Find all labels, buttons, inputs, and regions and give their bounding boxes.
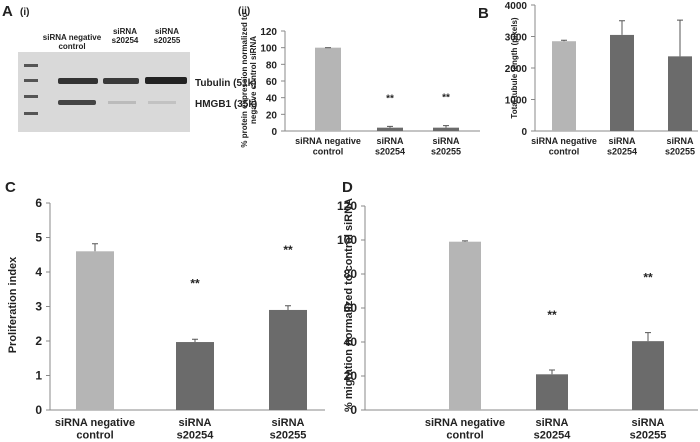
y-tick-label: 3 [35, 300, 42, 314]
error-bar [92, 243, 98, 252]
lane-label: siRNA s20254 [112, 27, 139, 45]
y-tick-label: 4 [35, 265, 42, 279]
y-tick-label: 20 [344, 369, 358, 383]
y-tick-label: 2 [35, 334, 42, 348]
y-tick-label: 120 [260, 27, 277, 38]
bar [377, 127, 403, 131]
y-tick-label: 0 [35, 403, 42, 417]
bar [269, 309, 307, 410]
y-tick-label: 100 [260, 44, 277, 55]
bar [433, 127, 459, 131]
bar [536, 374, 568, 410]
bar [668, 56, 692, 131]
x-tick-label: siRNA s20254 [534, 417, 572, 442]
significance: ** [442, 93, 450, 104]
y-axis-label: Proliferation index [7, 256, 19, 353]
y-tick-label: 100 [337, 233, 357, 247]
y-tick-label: 4000 [505, 1, 528, 12]
bar [449, 241, 481, 410]
x-tick-label: siRNA s20255 [270, 417, 307, 442]
x-tick-label: siRNA s20254 [607, 136, 637, 156]
bar [552, 41, 576, 131]
y-tick-label: 60 [266, 77, 278, 88]
band-label: Tubulin (51k) [195, 78, 256, 89]
blot-image [18, 52, 190, 132]
y-tick-label: 40 [266, 94, 278, 105]
x-tick-label: siRNA s20255 [431, 136, 461, 156]
sub-label: (i) [20, 7, 29, 18]
bar [176, 342, 214, 410]
bar [76, 251, 114, 410]
x-tick-label: siRNA negative control [295, 136, 361, 156]
error-bar [677, 19, 683, 57]
panel-label: D [342, 179, 353, 196]
y-axis-label: Total tubule length (pixels) [510, 17, 519, 119]
bar [315, 47, 341, 131]
y-tick-label: 20 [266, 110, 278, 121]
y-tick-label: 80 [266, 60, 278, 71]
x-tick-label: siRNA s20255 [665, 136, 695, 156]
x-tick-label: siRNA s20254 [177, 417, 215, 442]
panel-label: (ii) [238, 6, 250, 17]
y-axis-label: % migration normalized to control siRNA [343, 198, 355, 412]
significance: ** [547, 308, 557, 322]
lane-label: siRNA s20255 [154, 27, 181, 45]
x-tick-label: siRNA s20254 [375, 136, 405, 156]
blot-bands [24, 64, 187, 115]
error-bar [645, 332, 651, 342]
error-bar [192, 338, 198, 343]
significance: ** [386, 93, 394, 104]
x-tick-label: siRNA negative control [55, 417, 135, 442]
x-tick-label: siRNA negative control [531, 136, 597, 156]
y-axis-label: % protein expression normalized tonegati… [240, 12, 258, 147]
y-tick-label: 0 [350, 403, 357, 417]
error-bar [285, 305, 291, 310]
significance: ** [190, 277, 200, 291]
y-tick-label: 1000 [505, 96, 528, 107]
y-tick-label: 40 [344, 335, 358, 349]
y-tick-label: 1 [35, 369, 42, 383]
x-tick-label: siRNA negative control [425, 417, 505, 442]
y-tick-label: 0 [521, 127, 527, 138]
error-bar [549, 369, 555, 375]
y-tick-label: 6 [35, 196, 42, 210]
panel-label: B [478, 5, 489, 22]
y-tick-label: 3000 [505, 33, 528, 44]
error-bar [462, 240, 468, 242]
error-bar [387, 125, 393, 128]
bar [632, 341, 664, 410]
y-tick-label: 80 [344, 267, 358, 281]
panel-label: C [5, 179, 16, 196]
y-tick-label: 0 [271, 127, 277, 138]
x-tick-label: siRNA s20255 [630, 417, 667, 442]
error-bar [443, 125, 449, 128]
y-tick-label: 2000 [505, 64, 528, 75]
y-tick-label: 120 [337, 199, 357, 213]
significance: ** [643, 271, 653, 285]
lane-label: siRNA negative control [43, 33, 102, 51]
significance: ** [283, 243, 293, 257]
y-tick-label: 60 [344, 301, 358, 315]
error-bar [561, 39, 567, 42]
band-label: HMGB1 (35k) [195, 99, 257, 110]
bar [610, 34, 634, 131]
panel-label: A [2, 3, 13, 20]
error-bar [619, 20, 625, 35]
y-tick-label: 5 [35, 231, 42, 245]
